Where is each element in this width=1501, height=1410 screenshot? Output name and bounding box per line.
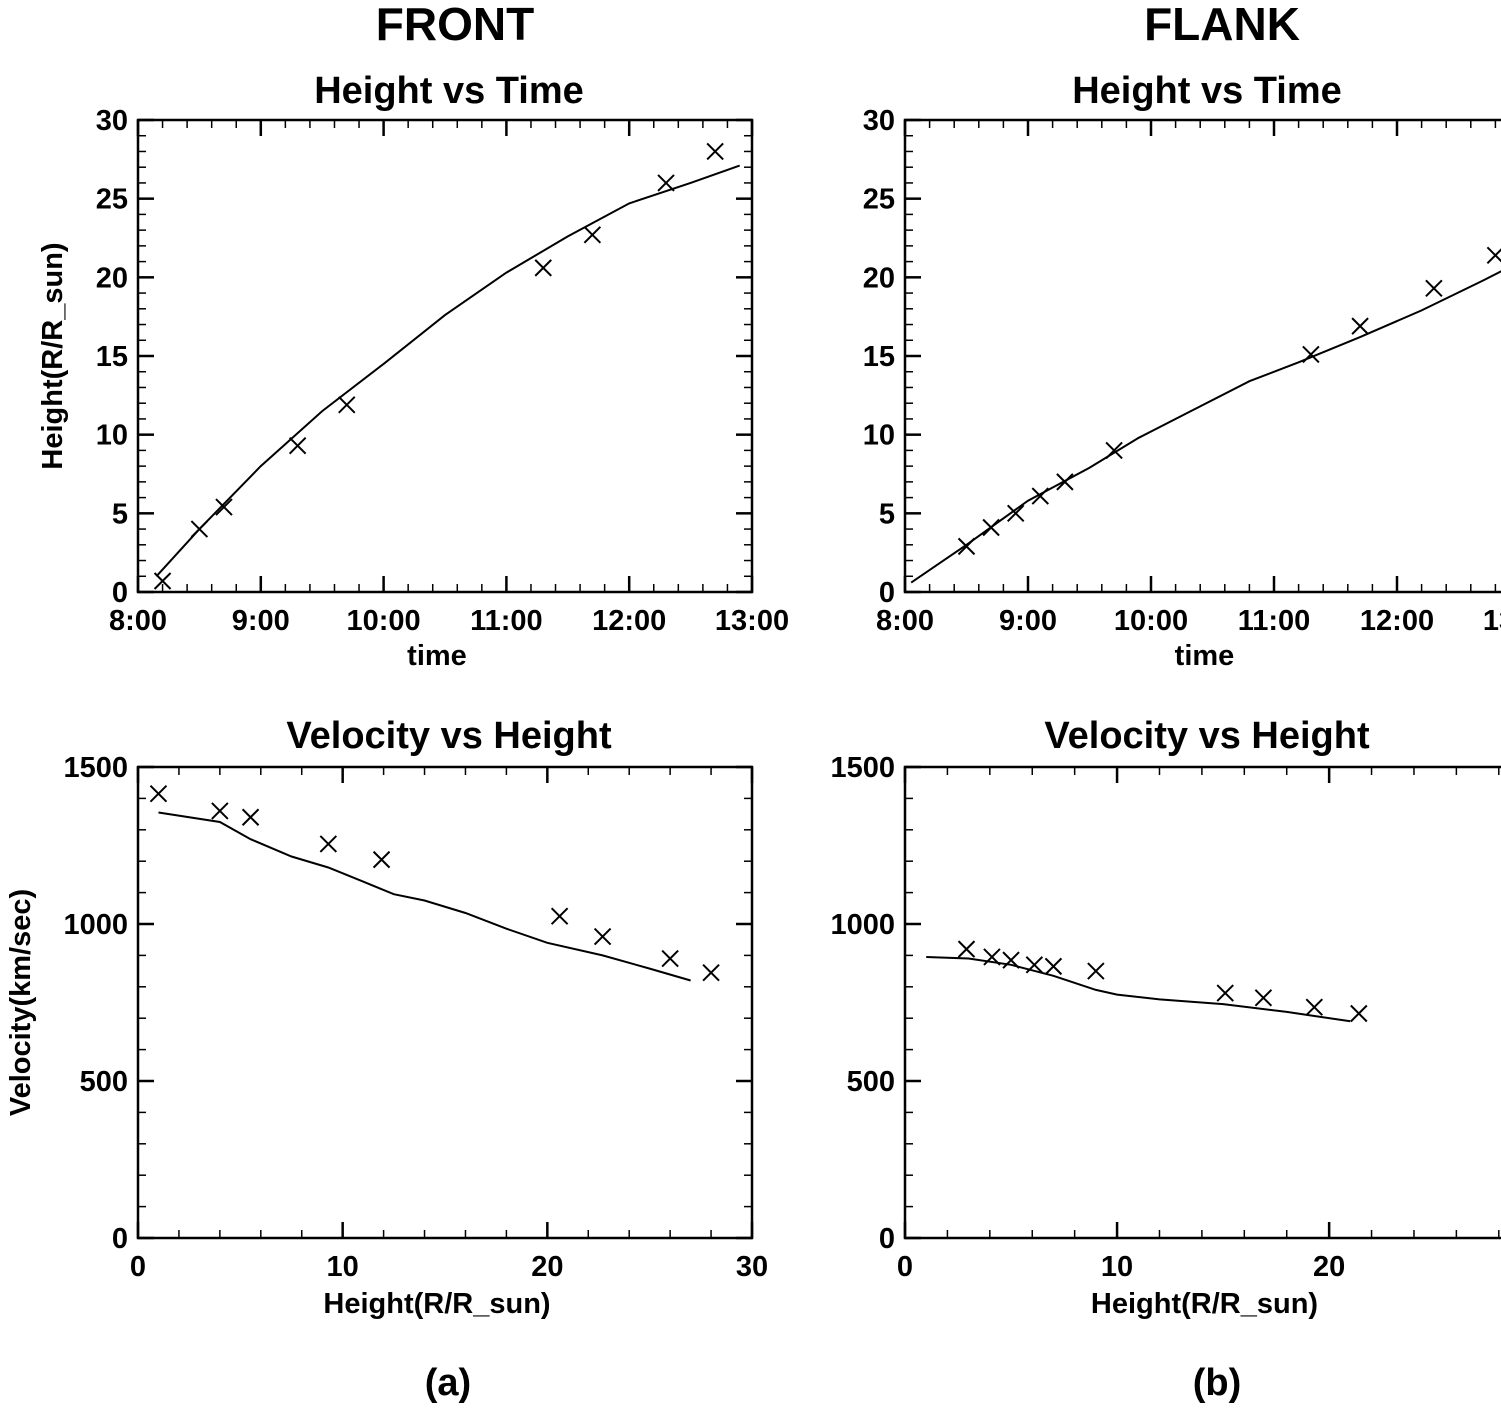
data-point-x-marker	[241, 808, 260, 826]
y-tick-label: 25	[96, 184, 128, 216]
data-point-x-marker	[1216, 984, 1234, 1002]
data-point-x-marker	[211, 802, 229, 820]
y-tick-label: 1000	[830, 909, 895, 941]
y-tick-label: 500	[80, 1066, 128, 1098]
plot-frame	[136, 765, 754, 1240]
data-point-x-marker	[338, 396, 356, 414]
y-tick-label: 20	[863, 262, 895, 294]
x-tick-label: 0	[130, 1251, 146, 1283]
y-tick-label: 0	[879, 1223, 895, 1255]
data-point-x-marker	[1006, 504, 1025, 523]
column-title-flank: FLANK	[1144, 0, 1300, 50]
x-tick-label: 10:00	[347, 605, 421, 637]
x-tick-label: 10:00	[1114, 605, 1188, 637]
x-tick-label: 20	[1313, 1251, 1345, 1283]
data-point-x-marker	[957, 940, 976, 958]
y-tick-label: 1000	[63, 909, 128, 941]
x-axis-label: Height(R/R_sun)	[323, 1288, 550, 1320]
fit-curve	[926, 956, 1351, 1023]
y-tick-label: 10	[863, 420, 895, 452]
x-tick-label: 13:00	[1483, 605, 1501, 637]
chart-flank-height-vs-time: Height vs Time 8:00 9:00 10:00 11:00 12:00 13:…	[863, 70, 1501, 672]
y-tick-label: 30	[96, 105, 128, 137]
data-point-x-marker	[1425, 279, 1443, 298]
x-tick-label: 20	[531, 1251, 563, 1283]
chart-title: Velocity vs Height	[286, 715, 612, 757]
y-tick-label: 15	[863, 341, 895, 373]
data-point-x-marker	[1305, 998, 1323, 1016]
data-point-x-marker	[706, 142, 724, 161]
x-axis-label: time	[1175, 640, 1235, 672]
data-point-x-marker	[1254, 989, 1273, 1007]
data-point-x-marker	[661, 949, 679, 968]
y-tick-label: 0	[112, 1223, 128, 1255]
chart-front-height-vs-time: Height vs Time 8:00 9:00 10:00 11:00 12:00 13:…	[37, 70, 789, 672]
data-point-x-marker	[215, 498, 233, 516]
x-axis-label: time	[407, 640, 467, 672]
x-tick-label: 10	[327, 1251, 359, 1283]
data-point-x-marker	[583, 226, 602, 244]
y-tick-label: 25	[863, 184, 895, 216]
column-title-front: FRONT	[376, 0, 534, 50]
x-tick-label: 11:00	[470, 605, 543, 637]
data-point-x-marker	[1486, 246, 1501, 265]
data-point-x-marker	[1044, 957, 1063, 976]
chart-front-velocity-vs-height: Velocity vs Height 0 10 20 30 0 500 1000 1500 Hei…	[5, 715, 768, 1320]
y-tick-label: 30	[863, 105, 895, 137]
y-axis-label: Height(R/R_sun)	[37, 242, 69, 469]
y-tick-label: 5	[879, 498, 895, 530]
chart-title: Height vs Time	[1072, 70, 1342, 112]
plot-frame	[903, 118, 1501, 594]
plot-frame	[136, 118, 754, 594]
x-tick-label: 9:00	[232, 605, 290, 637]
data-point-x-marker	[702, 963, 720, 982]
x-tick-label: 12:00	[1360, 605, 1434, 637]
data-point-x-marker	[1350, 1004, 1368, 1023]
x-tick-label: 0	[897, 1251, 913, 1283]
fit-curve	[155, 164, 741, 577]
x-tick-label: 30	[736, 1251, 768, 1283]
y-tick-label: 15	[96, 341, 128, 373]
chart-flank-velocity-vs-height: Velocity vs Height 0 10 20 0 500 1000 1500 Heigh…	[830, 715, 1501, 1320]
y-tick-label: 0	[879, 577, 895, 609]
fit-curve	[158, 811, 691, 982]
y-tick-label: 5	[112, 498, 128, 530]
y-axis-label: Velocity(km/sec)	[5, 889, 37, 1116]
x-tick-label: 8:00	[109, 605, 167, 637]
x-tick-label: 10	[1101, 1251, 1133, 1283]
chart-title: Height vs Time	[314, 70, 584, 112]
data-point-x-marker	[319, 835, 338, 853]
fit-curve	[910, 270, 1501, 584]
panel-label-a: (a)	[425, 1362, 471, 1404]
x-axis-label: Height(R/R_sun)	[1091, 1288, 1318, 1320]
plot-frame	[903, 765, 1501, 1240]
y-tick-label: 10	[96, 420, 128, 452]
data-point-x-marker	[550, 907, 569, 925]
x-tick-label: 12:00	[592, 605, 666, 637]
x-tick-label: 13:00	[715, 605, 789, 637]
y-tick-label: 0	[112, 577, 128, 609]
x-tick-label: 9:00	[999, 605, 1057, 637]
data-point-x-marker	[288, 436, 307, 455]
y-tick-label: 1500	[63, 752, 128, 784]
data-point-x-marker	[1087, 962, 1105, 980]
data-point-x-marker	[372, 850, 391, 869]
data-point-x-marker	[149, 784, 168, 803]
chart-title: Velocity vs Height	[1044, 715, 1370, 757]
data-point-x-marker	[1351, 317, 1369, 335]
data-point-x-marker	[534, 259, 552, 277]
x-tick-label: 11:00	[1238, 605, 1311, 637]
panel-label-b: (b)	[1193, 1362, 1242, 1404]
data-point-x-marker	[593, 927, 612, 946]
y-tick-label: 1500	[830, 752, 895, 784]
y-tick-label: 500	[847, 1066, 895, 1098]
y-tick-label: 20	[96, 262, 128, 294]
x-tick-label: 8:00	[876, 605, 934, 637]
